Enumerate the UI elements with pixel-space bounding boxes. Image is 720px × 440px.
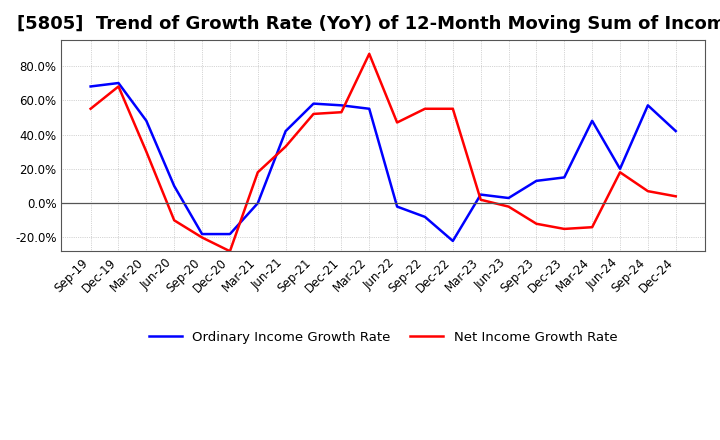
Net Income Growth Rate	[114, 84, 123, 89]
Title: [5805]  Trend of Growth Rate (YoY) of 12-Month Moving Sum of Incomes: [5805] Trend of Growth Rate (YoY) of 12-…	[17, 15, 720, 33]
Ordinary Income Growth Rate	[532, 178, 541, 183]
Ordinary Income Growth Rate	[337, 103, 346, 108]
Ordinary Income Growth Rate	[225, 231, 234, 237]
Net Income Growth Rate	[477, 197, 485, 202]
Ordinary Income Growth Rate	[86, 84, 95, 89]
Line: Net Income Growth Rate: Net Income Growth Rate	[91, 54, 676, 251]
Net Income Growth Rate	[393, 120, 402, 125]
Ordinary Income Growth Rate	[644, 103, 652, 108]
Ordinary Income Growth Rate	[309, 101, 318, 106]
Net Income Growth Rate	[616, 170, 624, 175]
Net Income Growth Rate	[449, 106, 457, 111]
Net Income Growth Rate	[672, 194, 680, 199]
Ordinary Income Growth Rate	[114, 81, 123, 86]
Ordinary Income Growth Rate	[253, 201, 262, 206]
Net Income Growth Rate	[198, 235, 207, 240]
Ordinary Income Growth Rate	[170, 183, 179, 189]
Net Income Growth Rate	[560, 226, 569, 231]
Net Income Growth Rate	[253, 170, 262, 175]
Net Income Growth Rate	[504, 204, 513, 209]
Ordinary Income Growth Rate	[616, 166, 624, 172]
Legend: Ordinary Income Growth Rate, Net Income Growth Rate: Ordinary Income Growth Rate, Net Income …	[143, 326, 623, 349]
Ordinary Income Growth Rate	[142, 118, 150, 124]
Ordinary Income Growth Rate	[477, 192, 485, 197]
Net Income Growth Rate	[588, 224, 596, 230]
Ordinary Income Growth Rate	[560, 175, 569, 180]
Net Income Growth Rate	[644, 188, 652, 194]
Ordinary Income Growth Rate	[198, 231, 207, 237]
Net Income Growth Rate	[365, 51, 374, 56]
Ordinary Income Growth Rate	[588, 118, 596, 124]
Net Income Growth Rate	[225, 249, 234, 254]
Ordinary Income Growth Rate	[449, 238, 457, 244]
Net Income Growth Rate	[532, 221, 541, 227]
Net Income Growth Rate	[142, 149, 150, 154]
Net Income Growth Rate	[309, 111, 318, 117]
Ordinary Income Growth Rate	[672, 128, 680, 134]
Line: Ordinary Income Growth Rate: Ordinary Income Growth Rate	[91, 83, 676, 241]
Ordinary Income Growth Rate	[282, 128, 290, 134]
Ordinary Income Growth Rate	[393, 204, 402, 209]
Net Income Growth Rate	[86, 106, 95, 111]
Net Income Growth Rate	[420, 106, 429, 111]
Ordinary Income Growth Rate	[420, 214, 429, 220]
Ordinary Income Growth Rate	[504, 195, 513, 201]
Net Income Growth Rate	[337, 110, 346, 115]
Net Income Growth Rate	[170, 218, 179, 223]
Net Income Growth Rate	[282, 144, 290, 149]
Ordinary Income Growth Rate	[365, 106, 374, 111]
